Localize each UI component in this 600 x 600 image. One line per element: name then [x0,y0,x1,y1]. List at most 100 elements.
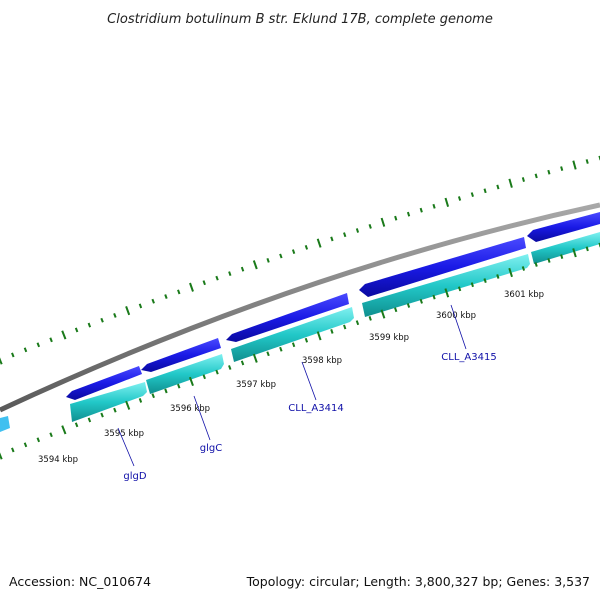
kbp-label-3600: 3600 kbp [436,311,476,321]
gc-skew-inner-tick [304,337,309,343]
gc-skew-inner-tick [560,254,564,259]
gc-skew-inner-tick [228,365,232,370]
gc-skew-outer-tick [189,282,194,292]
gc-skew-inner-tick [355,320,360,326]
gene-label-glgC[interactable]: glgC [200,443,222,454]
gc-skew-outer-tick [521,177,525,182]
gc-skew-inner-tick [432,294,436,300]
gc-skew-outer-tick [380,217,386,227]
gc-skew-outer-tick [432,203,436,209]
gc-skew-inner-tick [470,282,474,288]
gc-skew-outer-tick [11,352,15,358]
gene-forward-1[interactable] [66,366,142,400]
gene-fragment-left[interactable] [0,416,10,432]
gc-skew-outer-tick [36,342,41,348]
gc-skew-outer-tick [572,160,577,170]
gc-skew-inner-tick [444,288,450,298]
gc-skew-inner-tick [572,248,577,258]
reverse-strand-genes [70,232,600,422]
gc-skew-inner-tick [49,432,53,438]
gene-reverse-5[interactable] [531,232,600,264]
gc-skew-outer-tick [560,166,564,171]
gene-reverse-1[interactable] [70,382,147,422]
gc-skew-outer-tick [252,260,258,270]
gc-skew-inner-tick [380,309,386,319]
gc-skew-inner-tick [151,393,155,399]
gene-forward-3[interactable] [226,293,349,342]
gc-skew-outer-tick [343,232,347,238]
gc-skew-outer-tick [585,159,589,164]
gc-skew-inner-tick [343,324,347,330]
leader-CLL_A3415 [450,304,467,350]
gc-skew-inner-tick [368,315,372,321]
gc-skew-outer-tick [547,169,551,175]
gc-skew-inner-tick [279,346,283,352]
gc-skew-inner-tick [125,400,131,410]
gene-forward-2[interactable] [141,338,221,372]
gc-skew-inner-tick [113,407,117,413]
gc-skew-outer-tick [177,289,181,295]
gc-skew-inner-tick [508,267,513,278]
gc-skew-outer-tick [534,173,538,179]
gc-skew-track-outer [0,155,600,365]
gc-skew-outer-tick [483,188,487,194]
gc-skew-outer-tick [291,249,296,255]
gc-skew-outer-tick [113,313,117,318]
genome-summary-text: Topology: circular; Length: 3,800,327 bp… [246,574,590,589]
gc-skew-outer-tick [304,244,309,250]
gc-skew-inner-tick [138,398,143,403]
gc-skew-inner-tick [547,258,551,263]
kbp-label-3597: 3597 kbp [236,380,276,390]
gc-skew-inner-tick [291,342,296,348]
gc-skew-outer-tick [394,215,398,221]
gc-skew-inner-tick [188,376,194,387]
gc-skew-inner-tick [61,425,67,435]
gene-forward-5[interactable] [527,212,600,242]
gc-skew-inner-tick [394,307,398,313]
gc-skew-inner-tick [483,278,487,284]
gene-reverse-4[interactable] [362,254,530,317]
gc-skew-outer-tick [151,298,155,304]
gc-skew-outer-tick [202,280,206,286]
accession-text: Accession: NC_010674 [9,574,151,589]
gene-reverse-3[interactable] [231,307,354,362]
gc-skew-outer-tick [508,178,513,188]
gene-label-CLL_A3414[interactable]: CLL_A3414 [288,403,343,414]
gc-skew-outer-tick [164,294,168,299]
genome-backbone [0,202,600,413]
kbp-label-3601: 3601 kbp [504,290,544,300]
gc-skew-outer-tick [0,357,3,365]
gc-skew-outer-tick [316,238,322,248]
gc-skew-inner-tick [266,351,270,357]
gc-skew-inner-tick [521,266,526,271]
gene-label-glgD[interactable]: glgD [123,471,146,482]
gc-skew-inner-tick [330,328,334,334]
gc-skew-outer-tick [470,192,474,197]
kbp-label-3596: 3596 kbp [170,404,210,414]
gc-skew-inner-tick [496,274,500,279]
kbp-label-3598: 3598 kbp [302,356,342,366]
gene-label-leaders [117,304,467,467]
gc-skew-inner-tick [11,447,15,453]
gc-skew-inner-tick [164,388,168,394]
gene-label-CLL_A3415[interactable]: CLL_A3415 [441,352,496,363]
gc-skew-inner-tick [23,442,28,448]
kbp-tick-labels: 3594 kbp 3595 kbp 3596 kbp 3597 kbp 3598… [38,290,544,465]
gc-skew-inner-tick [100,412,104,418]
gc-skew-inner-tick [585,246,589,252]
gc-skew-outer-tick [87,322,92,328]
map-title: Clostridium botulinum B str. Eklund 17B,… [107,12,493,27]
gc-skew-inner-tick [177,383,181,389]
gc-skew-inner-tick [0,452,3,460]
gene-reverse-2[interactable] [146,354,224,394]
gc-skew-inner-tick [36,437,41,443]
gc-skew-outer-tick [228,271,232,277]
gc-skew-inner-tick [74,422,79,428]
gc-skew-inner-tick [215,369,219,375]
gc-skew-inner-tick [202,374,206,380]
gene-forward-4[interactable] [359,237,526,297]
gc-skew-outer-tick [240,266,245,272]
kbp-label-3595: 3595 kbp [104,429,144,439]
gc-skew-outer-tick [23,347,28,353]
